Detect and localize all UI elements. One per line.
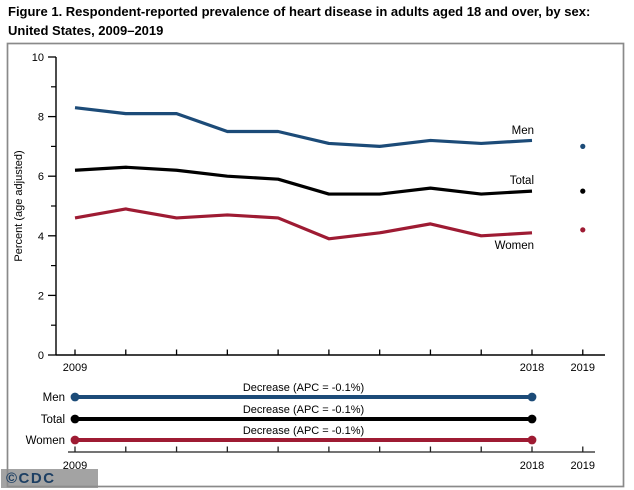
apc-trend-panel: Men Decrease (APC = -0.1%) Total Decrease (… [26, 382, 595, 472]
series-line-men [74, 106, 533, 148]
figure-border [6, 42, 625, 488]
trend-x-tick-label: 2019 [571, 460, 595, 472]
trend-x-tick-label: 2018 [520, 460, 544, 472]
y-axis-title: Percent (age adjusted) [13, 150, 25, 261]
x-tick-label: 2018 [520, 362, 544, 374]
point-2019-women [580, 227, 586, 233]
trend-start-dot-men [70, 392, 80, 402]
trend-start-dot-total [70, 414, 80, 424]
trend-row-label-men: Men [43, 392, 65, 404]
series-label-men: Men [512, 125, 534, 137]
trend-end-dot-men [527, 392, 537, 402]
x-tick-label: 2019 [571, 362, 595, 374]
figure-title: Figure 1. Respondent-reported prevalence… [8, 4, 591, 38]
point-2019-total [580, 188, 586, 194]
series-label-total: Total [510, 175, 534, 187]
trend-end-dot-women [527, 435, 537, 445]
trend-row-label-total: Total [41, 414, 65, 426]
series-line-total [74, 165, 533, 196]
cdc-watermark: ©CDC [1, 469, 98, 488]
y-tick-label: 8 [38, 112, 44, 124]
trend-annotation-women: Decrease (APC = -0.1%) [243, 425, 364, 437]
main-line-chart: 0 2 4 6 8 10 2009 2018 2019 Men Total Women [32, 52, 605, 374]
trend-annotation-total: Decrease (APC = -0.1%) [243, 404, 364, 416]
series-label-women: Women [495, 240, 534, 252]
y-tick-label: 10 [32, 52, 44, 64]
trend-annotation-men: Decrease (APC = -0.1%) [243, 382, 364, 394]
y-tick-label: 6 [38, 171, 44, 183]
y-tick-label: 4 [38, 231, 44, 243]
trend-row-label-women: Women [26, 435, 65, 447]
point-2019-men [580, 143, 586, 149]
series-line-women [74, 207, 533, 241]
y-tick-label: 2 [38, 290, 44, 302]
x-tick-label: 2009 [63, 362, 87, 374]
trend-end-dot-total [527, 414, 537, 424]
trend-start-dot-women [70, 435, 80, 445]
y-tick-label: 0 [38, 350, 44, 362]
